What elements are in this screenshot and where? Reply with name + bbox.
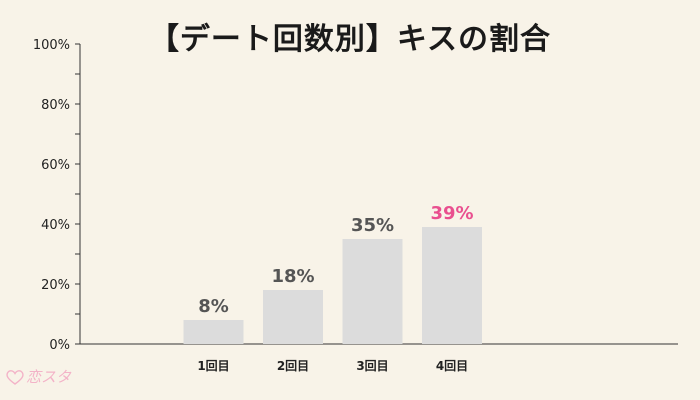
x-tick-label: 2回目 bbox=[277, 359, 309, 373]
bar bbox=[183, 320, 244, 344]
bar bbox=[422, 227, 482, 344]
data-label: 8% bbox=[198, 296, 229, 317]
y-tick-label: 20% bbox=[41, 278, 70, 293]
bar bbox=[342, 239, 403, 344]
x-tick-label: 1回目 bbox=[197, 359, 229, 373]
y-tick-label: 100% bbox=[33, 38, 70, 53]
bar bbox=[263, 290, 323, 344]
x-tick-label: 3回目 bbox=[356, 359, 388, 373]
logo-text: 恋スタ bbox=[26, 368, 72, 386]
y-tick-label: 80% bbox=[41, 98, 70, 113]
y-tick-label: 40% bbox=[41, 218, 70, 233]
x-tick-label: 4回目 bbox=[436, 359, 468, 373]
data-label: 35% bbox=[351, 215, 394, 236]
y-tick-label: 60% bbox=[41, 158, 70, 173]
brand-logo: 恋スタ bbox=[6, 366, 71, 387]
heart-icon bbox=[6, 369, 24, 385]
chart-title: 【デート回数別】キスの割合 bbox=[148, 22, 552, 57]
y-tick-label: 0% bbox=[49, 338, 70, 353]
data-label: 18% bbox=[271, 266, 314, 287]
data-label: 39% bbox=[430, 203, 473, 224]
